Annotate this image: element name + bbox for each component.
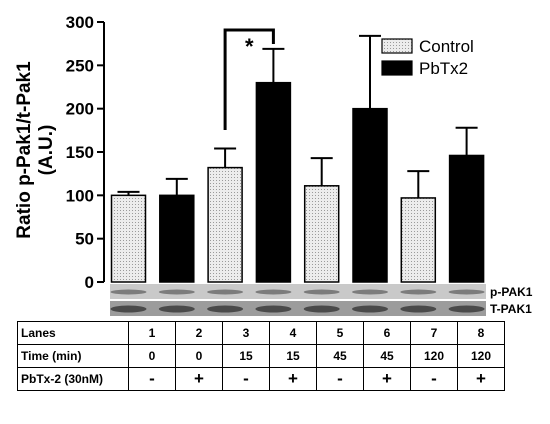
table-row: Time (min) 0 0 15 15 45 45 120 120 bbox=[17, 344, 505, 368]
table-cell: + bbox=[457, 367, 505, 391]
bar-pbtx2-2 bbox=[159, 194, 195, 283]
row-label: Lanes bbox=[17, 321, 129, 345]
table-cell: 6 bbox=[363, 321, 411, 345]
table-cell: 15 bbox=[269, 344, 317, 368]
blot-band bbox=[448, 289, 485, 295]
blot-band bbox=[207, 289, 244, 295]
blot-band bbox=[303, 305, 340, 313]
table-cell: 45 bbox=[316, 344, 364, 368]
table-cell: - bbox=[316, 367, 364, 391]
bar-pbtx2-4 bbox=[255, 81, 292, 283]
legend-swatch-control bbox=[381, 38, 413, 54]
blot-band bbox=[255, 289, 292, 295]
table-cell: - bbox=[128, 367, 176, 391]
row-label: PbTx-2 (30nM) bbox=[17, 367, 129, 391]
legend-swatch-pbtx2 bbox=[381, 60, 413, 76]
legend-label-pbtx2: PbTx2 bbox=[419, 59, 468, 78]
blot-band bbox=[255, 305, 292, 313]
table-cell: 120 bbox=[457, 344, 505, 368]
blot-band bbox=[110, 289, 147, 295]
blot-band bbox=[110, 305, 147, 313]
table-cell: 0 bbox=[128, 344, 176, 368]
table-row: Lanes 1 2 3 4 5 6 7 8 bbox=[17, 321, 505, 345]
table-cell: 120 bbox=[410, 344, 458, 368]
blot-strip-2 bbox=[110, 301, 486, 316]
y-tick-label: 50 bbox=[75, 230, 94, 249]
table-cell: 8 bbox=[457, 321, 505, 345]
blot-band bbox=[158, 305, 195, 313]
blot-label-2: T-PAK1 bbox=[490, 302, 532, 316]
blot-band bbox=[400, 289, 437, 295]
legend-label-control: Control bbox=[419, 37, 474, 56]
bar-control-7 bbox=[400, 197, 437, 283]
bar-pbtx2-8 bbox=[448, 154, 485, 283]
row-label: Time (min) bbox=[17, 344, 129, 368]
bar-control-3 bbox=[207, 166, 243, 283]
bar-control-1 bbox=[110, 194, 147, 283]
significance-bracket bbox=[223, 28, 275, 130]
blot-band bbox=[158, 289, 195, 295]
y-tick-label: 300 bbox=[66, 13, 94, 32]
table-cell: 3 bbox=[222, 321, 270, 345]
y-tick-label: 0 bbox=[85, 273, 94, 292]
table-cell: 4 bbox=[269, 321, 317, 345]
table-cell: 15 bbox=[222, 344, 270, 368]
table-cell: 2 bbox=[175, 321, 223, 345]
blot-label-1: p-PAK1 bbox=[490, 285, 533, 299]
table-cell: 0 bbox=[175, 344, 223, 368]
y-tick-label: 150 bbox=[66, 143, 94, 162]
lanes-table: Lanes 1 2 3 4 5 6 7 8 Time (min) 0 0 15 15 45 45 120 120 P… bbox=[17, 321, 505, 391]
bar-pbtx2-6 bbox=[352, 107, 388, 283]
significance-star: * bbox=[245, 34, 254, 59]
y-tick-label: 200 bbox=[66, 100, 94, 119]
bar-control-5 bbox=[303, 185, 340, 283]
table-cell: 45 bbox=[363, 344, 411, 368]
blot-band bbox=[352, 289, 388, 295]
blot-band bbox=[207, 305, 244, 313]
table-cell: 1 bbox=[128, 321, 176, 345]
blot-band bbox=[400, 305, 437, 313]
y-axis-label: Ratio p-Pak1/t-Pak1(A.U.) bbox=[14, 61, 57, 239]
table-cell: 7 bbox=[410, 321, 458, 345]
table-cell: 5 bbox=[316, 321, 364, 345]
table-cell: + bbox=[175, 367, 223, 391]
table-cell: - bbox=[410, 367, 458, 391]
table-cell: - bbox=[222, 367, 270, 391]
blot-strip-1 bbox=[110, 284, 486, 299]
blot-band bbox=[303, 289, 340, 295]
table-row: PbTx-2 (30nM) - + - + - + - + bbox=[17, 367, 505, 391]
blot-band bbox=[448, 305, 485, 313]
table-cell: + bbox=[269, 367, 317, 391]
chart: 0 50 100 150 200 250 300 Ratio p-Pak1/t-Pak1(A.… bbox=[14, 13, 533, 316]
y-tick-label: 250 bbox=[66, 56, 94, 75]
blot-band bbox=[352, 305, 388, 313]
table-cell: + bbox=[363, 367, 411, 391]
y-tick-label: 100 bbox=[66, 186, 94, 205]
